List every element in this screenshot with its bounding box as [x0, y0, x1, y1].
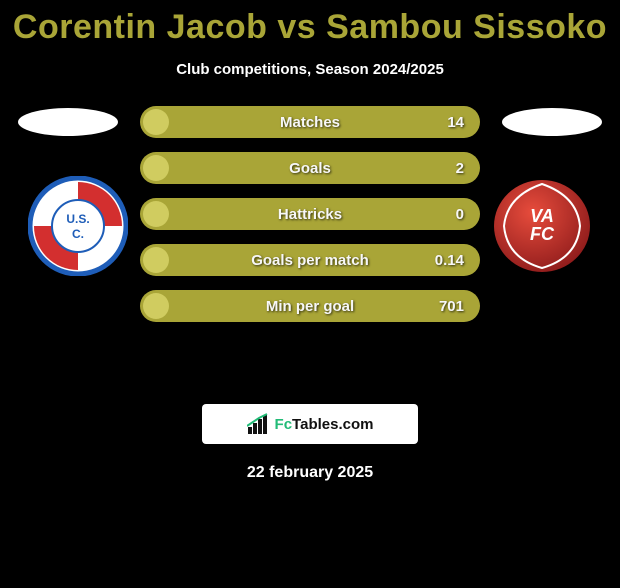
svg-text:U.S.: U.S.	[66, 212, 89, 226]
stat-bar: Matches 14	[140, 106, 480, 138]
bar-cap	[143, 293, 169, 319]
stat-bar: Goals 2	[140, 152, 480, 184]
player-left-avatar	[18, 108, 118, 136]
stat-bar: Min per goal 701	[140, 290, 480, 322]
svg-text:FC: FC	[530, 224, 555, 244]
stat-label: Matches	[280, 114, 340, 131]
club-crest-left: U.S. C.	[28, 176, 128, 276]
stat-label: Min per goal	[266, 298, 354, 315]
stat-value: 14	[447, 114, 464, 131]
player-right-avatar	[502, 108, 602, 136]
bar-cap	[143, 247, 169, 273]
chart-icon	[247, 413, 271, 435]
bar-cap	[143, 201, 169, 227]
svg-text:C.: C.	[72, 227, 84, 241]
page-subtitle: Club competitions, Season 2024/2025	[10, 61, 610, 78]
bar-cap	[143, 109, 169, 135]
stat-value: 0.14	[435, 252, 464, 269]
brand-badge[interactable]: FcTables.com	[202, 404, 418, 444]
stat-value: 0	[456, 206, 464, 223]
bar-cap	[143, 155, 169, 181]
stat-value: 701	[439, 298, 464, 315]
stats-bars: Matches 14 Goals 2 Hattricks 0 Goals per…	[140, 104, 480, 322]
page-title: Corentin Jacob vs Sambou Sissoko	[10, 8, 610, 47]
stat-bar: Goals per match 0.14	[140, 244, 480, 276]
stat-value: 2	[456, 160, 464, 177]
stat-label: Hattricks	[278, 206, 342, 223]
stat-label: Goals per match	[251, 252, 369, 269]
stat-label: Goals	[289, 160, 331, 177]
brand-suffix: Tables.com	[292, 416, 373, 433]
date-label: 22 february 2025	[10, 464, 610, 482]
svg-text:VA: VA	[530, 206, 554, 226]
comparison-panel: U.S. C. VA FC Matches	[10, 104, 610, 384]
club-crest-right: VA FC	[492, 176, 592, 276]
stat-bar: Hattricks 0	[140, 198, 480, 230]
brand-prefix: Fc	[275, 416, 293, 433]
brand-text: FcTables.com	[275, 416, 374, 433]
